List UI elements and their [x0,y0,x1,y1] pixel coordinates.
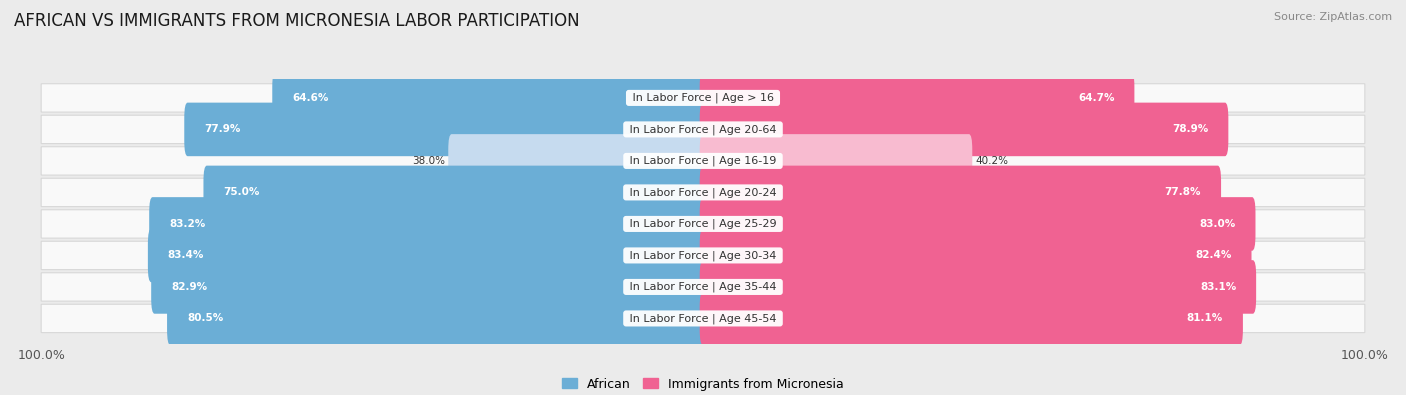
FancyBboxPatch shape [700,71,1135,125]
Text: 38.0%: 38.0% [412,156,444,166]
Text: In Labor Force | Age 25-29: In Labor Force | Age 25-29 [626,219,780,229]
Text: 81.1%: 81.1% [1187,314,1223,324]
FancyBboxPatch shape [184,103,706,156]
Text: 40.2%: 40.2% [976,156,1008,166]
Text: 83.2%: 83.2% [169,219,205,229]
FancyBboxPatch shape [167,292,706,345]
FancyBboxPatch shape [41,210,1365,238]
Text: In Labor Force | Age 45-54: In Labor Force | Age 45-54 [626,313,780,324]
FancyBboxPatch shape [41,115,1365,144]
FancyBboxPatch shape [700,260,1256,314]
Text: 83.4%: 83.4% [167,250,204,260]
Text: AFRICAN VS IMMIGRANTS FROM MICRONESIA LABOR PARTICIPATION: AFRICAN VS IMMIGRANTS FROM MICRONESIA LA… [14,12,579,30]
FancyBboxPatch shape [700,197,1256,251]
FancyBboxPatch shape [41,304,1365,333]
Text: In Labor Force | Age 20-24: In Labor Force | Age 20-24 [626,187,780,198]
FancyBboxPatch shape [700,134,973,188]
Text: In Labor Force | Age 20-64: In Labor Force | Age 20-64 [626,124,780,135]
FancyBboxPatch shape [41,273,1365,301]
FancyBboxPatch shape [148,229,706,282]
Text: 80.5%: 80.5% [187,314,224,324]
Text: 83.0%: 83.0% [1199,219,1236,229]
Text: 83.1%: 83.1% [1201,282,1236,292]
FancyBboxPatch shape [41,147,1365,175]
FancyBboxPatch shape [449,134,706,188]
FancyBboxPatch shape [41,241,1365,270]
Text: 82.9%: 82.9% [172,282,207,292]
Text: 75.0%: 75.0% [224,187,260,198]
FancyBboxPatch shape [700,292,1243,345]
FancyBboxPatch shape [700,229,1251,282]
Text: In Labor Force | Age > 16: In Labor Force | Age > 16 [628,93,778,103]
Text: 82.4%: 82.4% [1195,250,1232,260]
Text: In Labor Force | Age 30-34: In Labor Force | Age 30-34 [626,250,780,261]
Text: Source: ZipAtlas.com: Source: ZipAtlas.com [1274,12,1392,22]
FancyBboxPatch shape [700,103,1229,156]
FancyBboxPatch shape [41,84,1365,112]
FancyBboxPatch shape [152,260,706,314]
Legend: African, Immigrants from Micronesia: African, Immigrants from Micronesia [557,372,849,395]
Text: In Labor Force | Age 35-44: In Labor Force | Age 35-44 [626,282,780,292]
Text: In Labor Force | Age 16-19: In Labor Force | Age 16-19 [626,156,780,166]
FancyBboxPatch shape [273,71,706,125]
Text: 78.9%: 78.9% [1173,124,1209,134]
FancyBboxPatch shape [700,166,1220,219]
FancyBboxPatch shape [41,178,1365,207]
FancyBboxPatch shape [149,197,706,251]
Text: 64.7%: 64.7% [1078,93,1115,103]
Text: 77.9%: 77.9% [204,124,240,134]
Text: 77.8%: 77.8% [1164,187,1201,198]
Text: 64.6%: 64.6% [292,93,329,103]
FancyBboxPatch shape [204,166,706,219]
